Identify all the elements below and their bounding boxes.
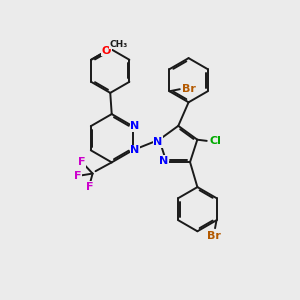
Text: N: N xyxy=(130,145,140,155)
Text: N: N xyxy=(130,121,140,131)
Text: N: N xyxy=(153,137,162,147)
Text: N: N xyxy=(159,156,168,166)
Text: Br: Br xyxy=(207,231,221,241)
Text: Br: Br xyxy=(182,84,196,94)
Text: O: O xyxy=(102,46,111,56)
Text: CH₃: CH₃ xyxy=(109,40,127,49)
Text: F: F xyxy=(78,158,85,167)
Text: Cl: Cl xyxy=(209,136,221,146)
Text: F: F xyxy=(86,182,93,192)
Text: F: F xyxy=(74,172,81,182)
